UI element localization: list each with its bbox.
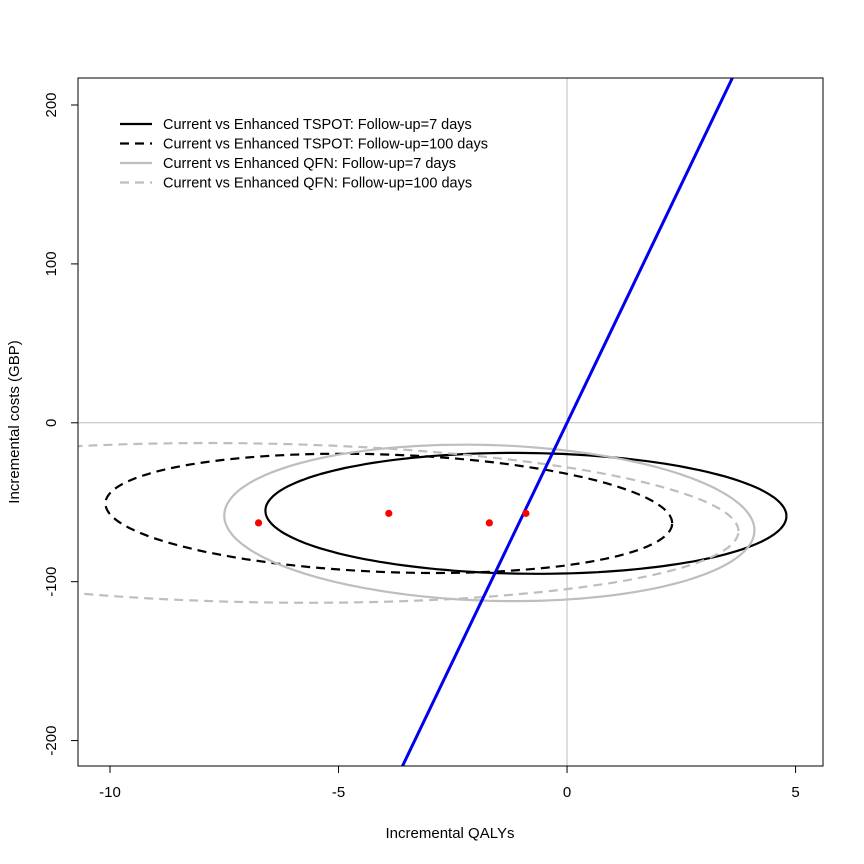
y-tick-label: 100 [43, 251, 60, 276]
legend-label-1: Current vs Enhanced TSPOT: Follow-up=7 d… [163, 117, 472, 133]
y-tick-label: -200 [43, 726, 60, 756]
ellipse-series-layer [78, 441, 788, 604]
series-2-ellipse [104, 452, 674, 575]
legend-label-4: Current vs Enhanced QFN: Follow-up=100 d… [163, 176, 472, 192]
x-tick-label: 0 [563, 784, 571, 801]
series-4-ellipse [78, 441, 740, 604]
y-tick-label: 200 [43, 92, 60, 117]
y-tick-label: 0 [43, 419, 60, 427]
legend-label-2: Current vs Enhanced TSPOT: Follow-up=100… [163, 137, 488, 153]
threshold-line [401, 78, 734, 766]
legend: Current vs Enhanced TSPOT: Follow-up=7 d… [120, 117, 488, 192]
x-axis-title: Incremental QALYs [386, 825, 515, 842]
y-axis: -200 -100 0 100 200 [43, 92, 79, 756]
y-axis-title: Incremental costs (GBP) [6, 340, 23, 503]
threshold-line-layer [401, 78, 734, 766]
x-tick-label: 5 [791, 784, 799, 801]
x-tick-label: -5 [332, 784, 345, 801]
legend-label-3: Current vs Enhanced QFN: Follow-up=7 day… [163, 156, 456, 172]
x-tick-label: -10 [99, 784, 121, 801]
points-layer [254, 509, 530, 527]
mean-point-3 [485, 519, 493, 527]
x-axis: -10 -5 0 5 [99, 765, 800, 801]
mean-point-1 [254, 519, 263, 527]
mean-point-4 [522, 509, 530, 517]
y-tick-label: -100 [43, 567, 60, 597]
mean-point-2 [385, 509, 393, 517]
series-3-ellipse [223, 443, 756, 603]
series-1-ellipse [264, 451, 788, 575]
